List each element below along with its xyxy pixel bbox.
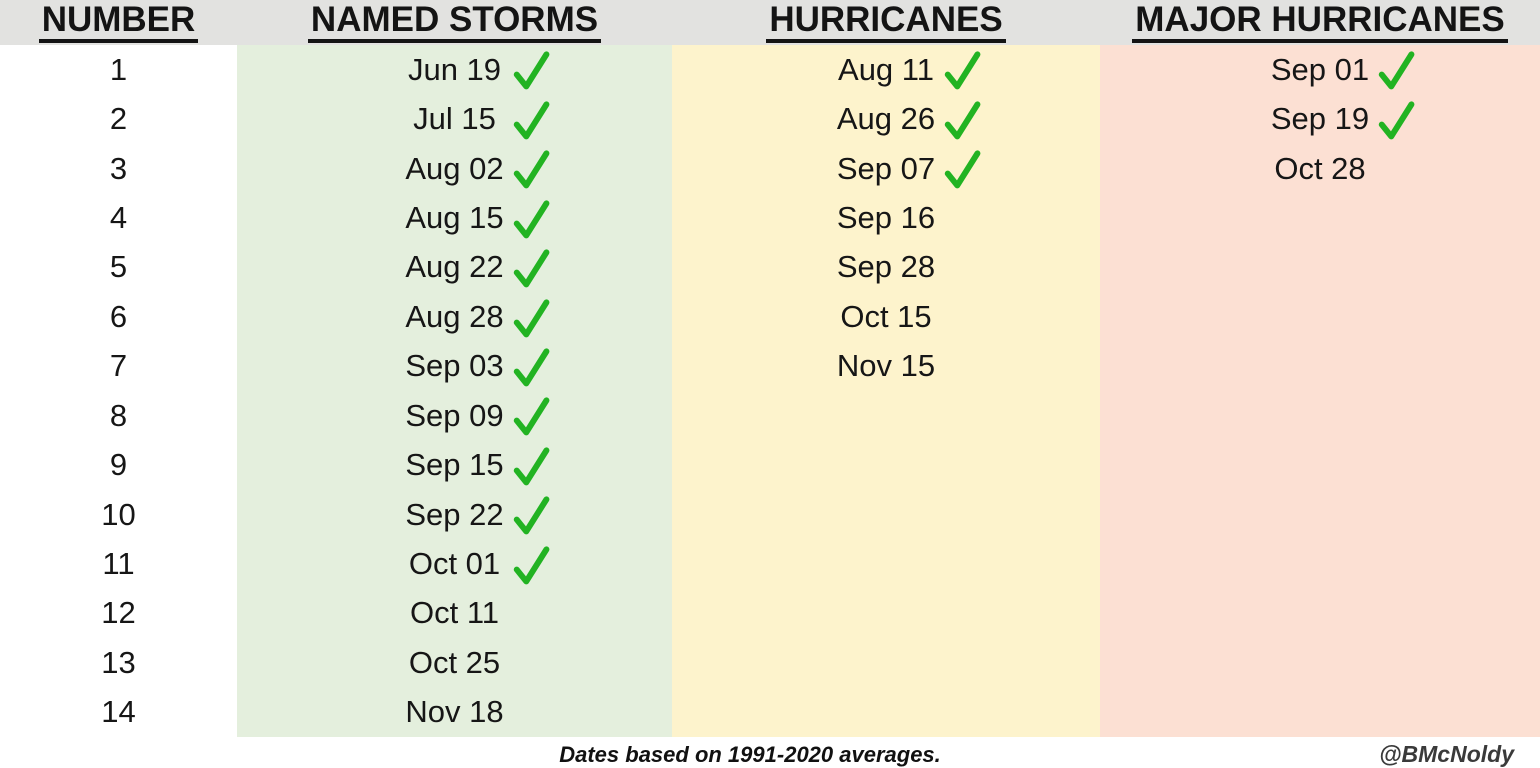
- storm-number: 9: [0, 440, 237, 490]
- named-storm-date: Jul 15: [413, 101, 496, 137]
- table-row: 7 Sep 03 Nov 15: [0, 341, 1540, 391]
- named-storm-date: Oct 25: [408, 644, 501, 680]
- checkmark-icon: [512, 397, 550, 437]
- header-cell-hurricanes: HURRICANES: [672, 0, 1100, 45]
- table-body: 1 Jun 19 Aug 11 Sep 01 2 Jul 15 Aug 26 S…: [0, 45, 1540, 737]
- storm-number: 7: [0, 341, 237, 391]
- column-header-number: NUMBER: [38, 2, 199, 43]
- named-storm-date: Aug 22: [405, 249, 504, 285]
- hurricane-date: Sep 28: [836, 249, 936, 285]
- hurricane-date: Aug 26: [836, 101, 936, 137]
- checkmark-icon: [943, 101, 981, 141]
- checkmark-icon: [512, 298, 550, 339]
- storm-number: 10: [0, 489, 237, 540]
- header-cell-number: NUMBER: [0, 0, 237, 45]
- hurricane-date: Sep 07: [836, 150, 936, 186]
- storm-number: 2: [0, 94, 237, 144]
- named-storm-date: Sep 15: [405, 447, 504, 483]
- table-row: 5 Aug 22 Sep 28: [0, 242, 1540, 293]
- table-footer: Dates based on 1991-2020 averages. @BMcN…: [0, 737, 1540, 768]
- storm-number: 4: [0, 193, 237, 243]
- storm-number: 13: [0, 638, 237, 688]
- checkmark-icon: [512, 496, 550, 536]
- checkmark-icon: [512, 51, 550, 91]
- header-cell-major-hurricanes: MAJOR HURRICANES: [1100, 0, 1540, 45]
- storm-number: 14: [0, 687, 237, 737]
- major-hurricane-date: Sep 01: [1270, 51, 1370, 87]
- checkmark-icon: [512, 150, 550, 190]
- table-row: 12 Oct 11: [0, 588, 1540, 639]
- storm-number: 12: [0, 588, 237, 639]
- column-header-hurricanes: HURRICANES: [766, 2, 1006, 43]
- checkmark-icon: [512, 546, 550, 586]
- column-header-major-hurricanes: MAJOR HURRICANES: [1132, 2, 1508, 43]
- named-storm-date: Sep 22: [405, 496, 504, 532]
- major-hurricane-date: Oct 28: [1274, 150, 1366, 186]
- named-storm-date: Oct 11: [409, 595, 500, 631]
- hurricane-date: Oct 15: [840, 298, 932, 334]
- storm-number: 8: [0, 390, 237, 441]
- named-storm-date: Aug 28: [405, 298, 504, 334]
- named-storm-date: Sep 03: [405, 348, 504, 384]
- named-storm-date: Aug 15: [405, 199, 504, 235]
- named-storm-date: Sep 09: [405, 397, 504, 433]
- storm-number: 5: [0, 242, 237, 293]
- hurricane-date: Nov 15: [836, 348, 936, 384]
- storm-number: 3: [0, 143, 237, 194]
- table-row: 13 Oct 25: [0, 638, 1540, 688]
- checkmark-icon: [512, 101, 550, 141]
- table-row: 2 Jul 15 Aug 26 Sep 19: [0, 94, 1540, 144]
- column-header-named-storms: NAMED STORMS: [307, 2, 602, 43]
- table-row: 10 Sep 22: [0, 489, 1540, 540]
- checkmark-icon: [943, 51, 981, 91]
- named-storm-date: Oct 01: [408, 545, 501, 581]
- checkmark-icon: [1377, 51, 1415, 91]
- hurricane-date: Sep 16: [836, 199, 936, 235]
- table-row: 4 Aug 15 Sep 16: [0, 193, 1540, 243]
- table-row: 1 Jun 19 Aug 11 Sep 01: [0, 45, 1540, 95]
- storm-number: 11: [0, 539, 237, 589]
- author-credit: @BMcNoldy: [1379, 741, 1514, 767]
- table-row: 8 Sep 09: [0, 390, 1540, 441]
- named-storm-date: Nov 18: [405, 694, 504, 730]
- table-row: 11 Oct 01: [0, 539, 1540, 589]
- checkmark-icon: [512, 447, 550, 487]
- table-row: 6 Aug 28 Oct 15: [0, 292, 1540, 342]
- storm-number: 1: [0, 45, 237, 95]
- header-cell-named-storms: NAMED STORMS: [237, 0, 672, 45]
- checkmark-icon: [512, 249, 550, 289]
- checkmark-icon: [943, 150, 981, 190]
- hurricane-date: Aug 11: [838, 51, 934, 87]
- storm-number: 6: [0, 292, 237, 342]
- major-hurricane-date: Sep 19: [1270, 101, 1370, 137]
- checkmark-icon: [1377, 101, 1415, 141]
- table-row: 14 Nov 18: [0, 687, 1540, 737]
- named-storm-date: Aug 02: [405, 150, 504, 186]
- named-storm-date: Jun 19: [407, 51, 502, 87]
- table-row: 3 Aug 02 Sep 07 Oct 28: [0, 143, 1540, 194]
- footnote: Dates based on 1991-2020 averages.: [559, 742, 941, 767]
- checkmark-icon: [512, 348, 550, 388]
- table-row: 9 Sep 15: [0, 440, 1540, 490]
- checkmark-icon: [512, 200, 550, 240]
- table-header-row: NUMBER NAMED STORMS HURRICANES MAJOR HUR…: [0, 0, 1540, 45]
